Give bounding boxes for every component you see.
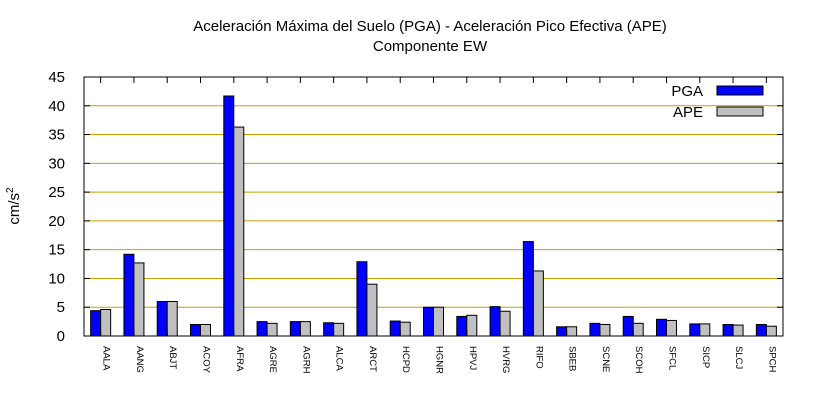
bar-pga-rifo: [522, 241, 534, 337]
y-tick-label: 5: [57, 299, 65, 316]
bar-pga-hcpd: [389, 320, 401, 337]
bar-ape-scoh: [632, 322, 644, 337]
legend: PGA APE: [671, 83, 764, 121]
bar-pga-aala: [90, 310, 102, 337]
x-tick-label: AGRH: [300, 346, 311, 374]
bar-pga-aang: [123, 253, 135, 337]
bar-pga-scoh: [622, 315, 634, 337]
y-tick-label: 30: [48, 155, 65, 172]
bar-pga-hgnr: [423, 306, 434, 337]
x-tick-label: SICP: [700, 346, 711, 368]
bars: [90, 95, 777, 337]
bar-pga-alca: [323, 322, 335, 337]
x-tick-label: HPVJ: [467, 346, 478, 371]
y-axis-label: cm/s2: [5, 187, 23, 225]
bar-ape-rifo: [532, 270, 544, 337]
y-tick-label: 0: [57, 328, 65, 345]
bar-ape-scne: [599, 323, 611, 337]
x-tick-label: AANG: [134, 346, 145, 373]
y-tick-label: 40: [48, 98, 65, 115]
bar-pga-agrh: [289, 321, 301, 337]
bar-ape-agrh: [299, 321, 311, 337]
x-tick-label: AGRE: [267, 346, 278, 373]
bar-ape-sfcl: [666, 319, 677, 337]
x-tick-label: SFCL: [667, 346, 678, 370]
x-tick-label: HVRG: [500, 346, 511, 373]
y-axis-label-exponent: 2: [5, 187, 16, 193]
bar-pga-acoy: [190, 323, 201, 337]
bar-ape-sbeb: [566, 326, 578, 337]
y-tick-label: 45: [48, 69, 65, 86]
bar-pga-hvrg: [489, 306, 501, 337]
bar-pga-sicp: [689, 323, 701, 337]
bar-ape-hgnr: [433, 306, 444, 337]
bar-ape-slcj: [732, 324, 744, 337]
chart-title: Aceleración Máxima del Suelo (PGA) - Ace…: [193, 18, 667, 35]
bar-ape-aang: [133, 262, 145, 337]
bar-pga-sfcl: [656, 318, 667, 337]
bar-ape-afra: [233, 126, 245, 337]
bar-ape-abjt: [166, 300, 178, 337]
x-tick-label: ARCT: [367, 346, 378, 372]
x-tick-label: ABJT: [167, 346, 178, 369]
legend-swatch-pga: [716, 85, 764, 96]
x-tick-label: SCOH: [633, 346, 644, 374]
y-tick-label: 35: [48, 127, 65, 144]
x-tick-label: SLCJ: [733, 346, 744, 369]
bar-ape-arct: [366, 283, 378, 337]
bar-ape-hpvj: [466, 314, 478, 337]
legend-label-ape: APE: [673, 104, 703, 121]
x-tick-label: ACOY: [201, 346, 212, 374]
y-tick-label: 25: [48, 184, 65, 201]
x-tick-label: HCPD: [400, 346, 411, 373]
bar-pga-spch: [755, 323, 767, 337]
bar-pga-agre: [256, 321, 268, 337]
x-tick-label: SBEB: [567, 346, 578, 371]
y-tick-label: 10: [48, 270, 65, 287]
bar-pga-afra: [223, 95, 235, 337]
x-tick-label: AFRA: [234, 346, 245, 372]
bar-pga-arct: [356, 261, 368, 337]
grid-lines: [84, 105, 783, 308]
x-tick-label: SPCH: [766, 346, 777, 373]
bar-ape-aala: [100, 309, 112, 337]
bar-ape-agre: [266, 322, 278, 337]
bar-pga-abjt: [156, 300, 168, 337]
bar-ape-hcpd: [399, 321, 411, 337]
bar-ape-acoy: [200, 323, 211, 337]
x-tick-label: AALA: [101, 346, 112, 371]
bar-pga-sbeb: [556, 326, 568, 337]
chart-subtitle: Componente EW: [373, 38, 488, 55]
bar-ape-sicp: [699, 323, 711, 337]
y-tick-label: 15: [48, 242, 65, 259]
x-tick-label: ALCA: [334, 346, 345, 371]
bar-pga-scne: [589, 322, 601, 337]
bar-ape-alca: [333, 322, 345, 337]
x-tick-label: RIFO: [533, 346, 544, 369]
legend-label-pga: PGA: [671, 83, 703, 100]
legend-swatch-ape: [716, 106, 764, 117]
bar-ape-hvrg: [499, 310, 511, 337]
axis-ticks: 0 5 10 15 20 25 30 35 40 45 AALA AANG ABJT ACOY AFRA AG…: [48, 69, 783, 374]
x-tick-label: HGNR: [434, 346, 445, 374]
x-tick-label: SCNE: [600, 346, 611, 372]
y-axis-label-unit: cm/s: [6, 193, 23, 225]
bar-pga-slcj: [722, 323, 734, 337]
bar-pga-hpvj: [456, 315, 468, 337]
y-tick-label: 20: [48, 213, 65, 230]
bar-ape-spch: [765, 325, 777, 337]
